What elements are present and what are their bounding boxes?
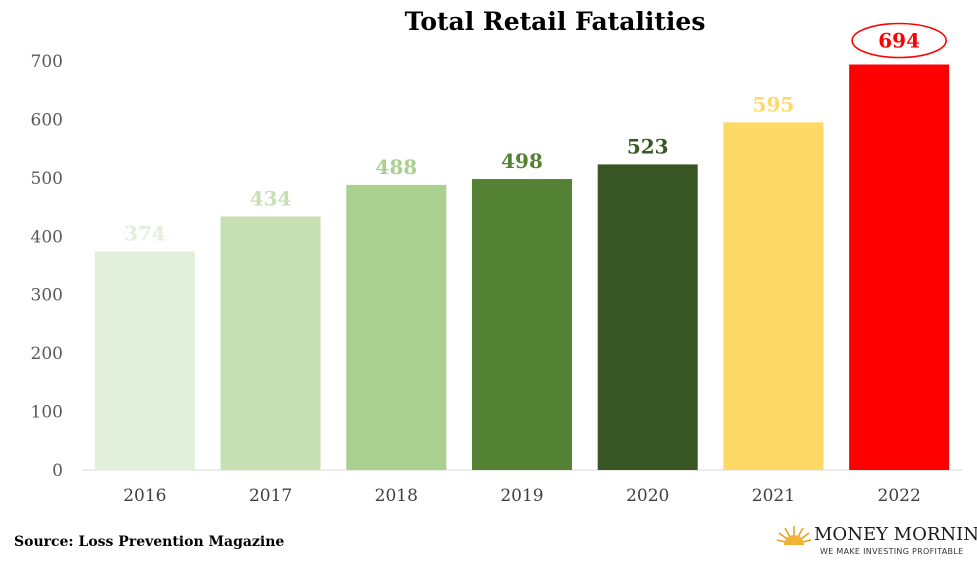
data-label: 498 (501, 149, 543, 173)
data-label: 694 (878, 29, 920, 53)
highlight-circle (851, 22, 947, 59)
source-note: Source: Loss Prevention Magazine (14, 534, 285, 550)
x-axis: 2016 2017 2018 2019 2020 2021 2022 (123, 486, 921, 506)
y-tick-label: 300 (31, 286, 63, 306)
sunrise-icon (776, 526, 812, 545)
bars (94, 64, 950, 471)
logo-name: MONEY MORNING (814, 524, 977, 545)
bar-2017 (220, 216, 321, 470)
x-tick-label: 2016 (123, 486, 166, 506)
x-tick-label: 2019 (500, 486, 543, 506)
bar-2021 (723, 122, 824, 470)
bar-2016 (94, 251, 195, 470)
x-tick-label: 2020 (626, 486, 669, 506)
y-tick-label: 200 (31, 344, 63, 364)
y-tick-label: 700 (31, 52, 63, 72)
bar-2018 (346, 184, 447, 470)
y-axis: 0 100 200 300 400 500 600 700 (31, 52, 63, 481)
y-tick-label: 500 (31, 169, 63, 189)
y-tick-label: 0 (52, 461, 63, 481)
logo-tagline: WE MAKE INVESTING PROFITABLE (820, 547, 964, 556)
data-label: 434 (250, 186, 292, 210)
x-tick-label: 2017 (249, 486, 292, 506)
y-tick-label: 600 (31, 110, 63, 130)
money-morning-logo: MONEY MORNING WE MAKE INVESTING PROFITAB… (776, 522, 977, 562)
chart-title: Total Retail Fatalities (405, 7, 706, 36)
data-label: 595 (753, 92, 795, 116)
bar-2019 (472, 179, 572, 471)
data-label: 523 (627, 134, 669, 158)
data-labels: 374 434 488 498 523 595 694 (124, 22, 947, 245)
bar-2022 (849, 64, 950, 471)
x-tick-label: 2022 (878, 486, 921, 506)
data-label: 374 (124, 221, 166, 245)
x-tick-label: 2018 (375, 486, 418, 506)
data-label: 488 (375, 155, 417, 179)
y-tick-label: 400 (31, 227, 63, 247)
y-tick-label: 100 (31, 403, 63, 423)
x-tick-label: 2021 (752, 486, 795, 506)
bar-2020 (597, 164, 698, 470)
